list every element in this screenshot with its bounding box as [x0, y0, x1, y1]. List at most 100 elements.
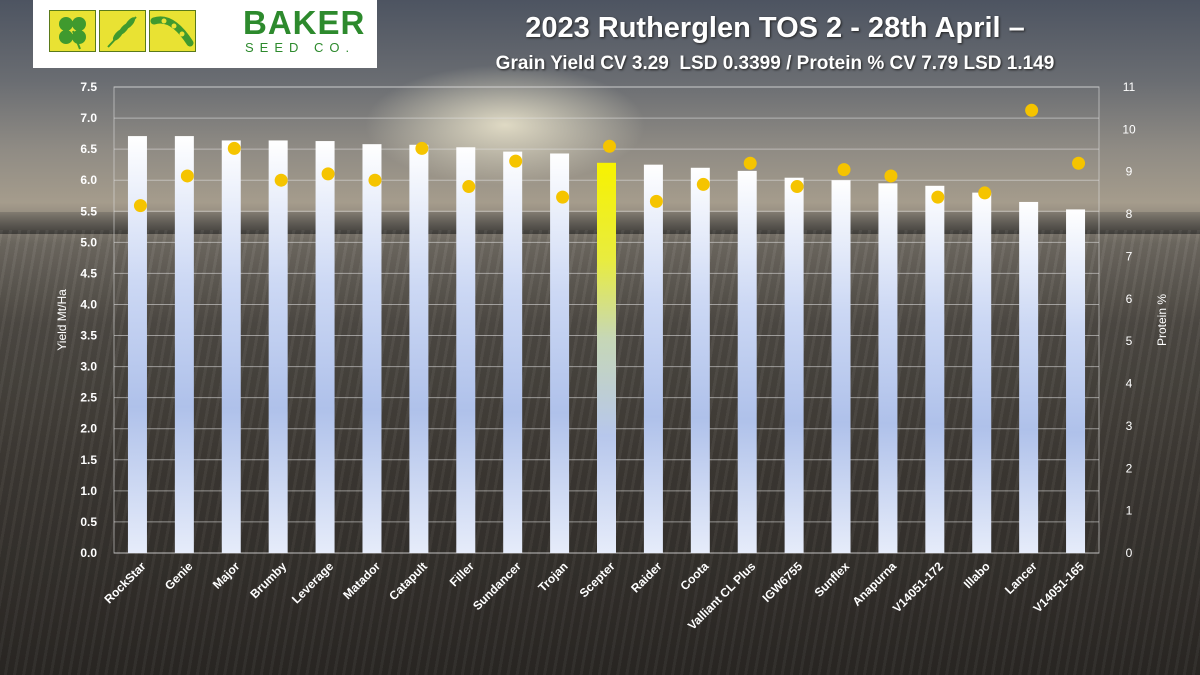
x-tick-label: Illabo: [961, 559, 993, 591]
x-tick-label: Catapult: [386, 559, 430, 603]
y2-tick-label: 4: [1126, 377, 1133, 391]
protein-point-coota: [696, 177, 710, 191]
y2-tick-label: 10: [1122, 122, 1136, 136]
x-tick-label: Brumby: [247, 559, 289, 601]
bar-filler: [456, 147, 476, 553]
protein-point-lancer: [1025, 103, 1039, 117]
pea-logo-icon: [149, 10, 196, 52]
protein-point-sunflex: [837, 163, 851, 177]
y-tick-label: 3.0: [80, 360, 97, 374]
protein-point-illabo: [978, 186, 992, 200]
protein-point-raider: [649, 194, 663, 208]
bar-rockstar: [127, 136, 147, 553]
y-tick-label: 6.5: [80, 142, 97, 156]
bar-scepter: [597, 162, 616, 553]
y-tick-label: 1.5: [80, 453, 97, 467]
bar-coota: [690, 167, 710, 554]
protein-point-brumby: [274, 173, 288, 187]
x-tick-label: Matador: [340, 559, 383, 602]
protein-point-filler: [462, 180, 476, 194]
bar-igw6755: [784, 177, 804, 553]
y-tick-label: 2.0: [80, 422, 97, 436]
protein-point-anapurna: [884, 169, 898, 183]
x-tick-label: Leverage: [289, 559, 336, 606]
baker-seed-logo: BAKER SEED CO.: [33, 0, 377, 68]
bar-lancer: [1019, 201, 1039, 554]
wheat-logo-icon: [99, 10, 146, 52]
bar-raider: [643, 164, 663, 553]
y2-tick-label: 11: [1123, 80, 1136, 94]
x-tick-label: Anapurna: [850, 559, 900, 609]
x-tick-label: V14051-172: [890, 559, 946, 615]
protein-point-v14051-165: [1072, 156, 1086, 170]
y2-tick-label: 1: [1126, 504, 1133, 518]
x-tick-label: IGW6755: [759, 559, 805, 605]
protein-point-valliant-cl-plus: [743, 156, 757, 170]
x-tick-label: Filler: [447, 559, 477, 589]
protein-point-igw6755: [790, 180, 804, 194]
protein-point-sundancer: [509, 154, 523, 168]
y2-tick-label: 3: [1126, 419, 1133, 433]
bar-major: [221, 140, 241, 553]
y-tick-label: 5.5: [80, 204, 97, 218]
x-tick-label: Sunflex: [812, 559, 853, 600]
chart-subtitle: Grain Yield CV 3.29 LSD 0.3399 / Protein…: [495, 53, 1055, 74]
y-tick-label: 6.0: [80, 173, 97, 187]
y2-tick-label: 0: [1126, 546, 1133, 560]
x-tick-label: V14051-165: [1031, 559, 1087, 615]
protein-point-trojan: [556, 190, 570, 204]
bar-leverage: [315, 141, 335, 553]
y-tick-label: 3.5: [80, 329, 97, 343]
y-tick-label: 5.0: [80, 235, 97, 249]
bar-brumby: [268, 140, 288, 553]
protein-point-matador: [368, 173, 382, 187]
bar-genie: [174, 136, 194, 553]
y-tick-label: 7.5: [80, 80, 97, 94]
protein-point-rockstar: [133, 199, 147, 213]
bar-anapurna: [878, 183, 898, 553]
chart-title: 2023 Rutherglen TOS 2 - 28th April –: [525, 12, 1025, 44]
y-tick-label: 2.5: [80, 391, 97, 405]
x-tick-label: Coota: [677, 559, 711, 593]
protein-point-genie: [180, 169, 194, 183]
x-tick-label: Sundancer: [470, 559, 524, 613]
y-tick-label: 4.5: [80, 266, 97, 280]
y2-tick-label: 6: [1126, 292, 1133, 306]
y-tick-label: 7.0: [80, 111, 97, 125]
y2-tick-label: 5: [1126, 334, 1133, 348]
logo-subtext: SEED CO.: [245, 40, 356, 55]
x-tick-label: Scepter: [577, 559, 618, 600]
bar-trojan: [550, 153, 570, 553]
y2-tick-label: 9: [1126, 165, 1133, 179]
y-tick-label: 0.0: [80, 546, 97, 560]
x-tick-label: Lancer: [1002, 559, 1040, 597]
y2-tick-label: 8: [1126, 207, 1133, 221]
bar-v14051-172: [925, 185, 945, 554]
protein-point-scepter: [603, 139, 616, 153]
x-tick-label: Trojan: [535, 559, 570, 594]
bar-matador: [362, 144, 382, 554]
y-tick-label: 4.0: [80, 297, 97, 311]
bar-sundancer: [503, 151, 523, 554]
bar-v14051-165: [1066, 209, 1086, 554]
protein-point-major: [227, 141, 241, 155]
bar-sunflex: [831, 180, 851, 553]
x-tick-label: Major: [210, 559, 243, 592]
y2-axis-title: Protein %: [1155, 294, 1169, 346]
y-axis-title: Yield Mt/Ha: [55, 289, 69, 351]
protein-point-v14051-172: [931, 190, 945, 204]
bar-catapult: [409, 144, 429, 553]
x-tick-label: Genie: [162, 559, 196, 593]
x-tick-label: Raider: [628, 559, 665, 596]
protein-point-catapult: [415, 141, 429, 155]
x-tick-label: RockStar: [101, 559, 148, 606]
y-tick-label: 1.0: [80, 484, 97, 498]
protein-point-leverage: [321, 167, 335, 181]
y-tick-label: 0.5: [80, 515, 97, 529]
bar-illabo: [972, 192, 992, 554]
y2-tick-label: 7: [1126, 249, 1133, 263]
clover-logo-icon: [49, 10, 96, 52]
y2-tick-label: 2: [1126, 461, 1133, 475]
bar-valliant-cl-plus: [737, 170, 757, 553]
